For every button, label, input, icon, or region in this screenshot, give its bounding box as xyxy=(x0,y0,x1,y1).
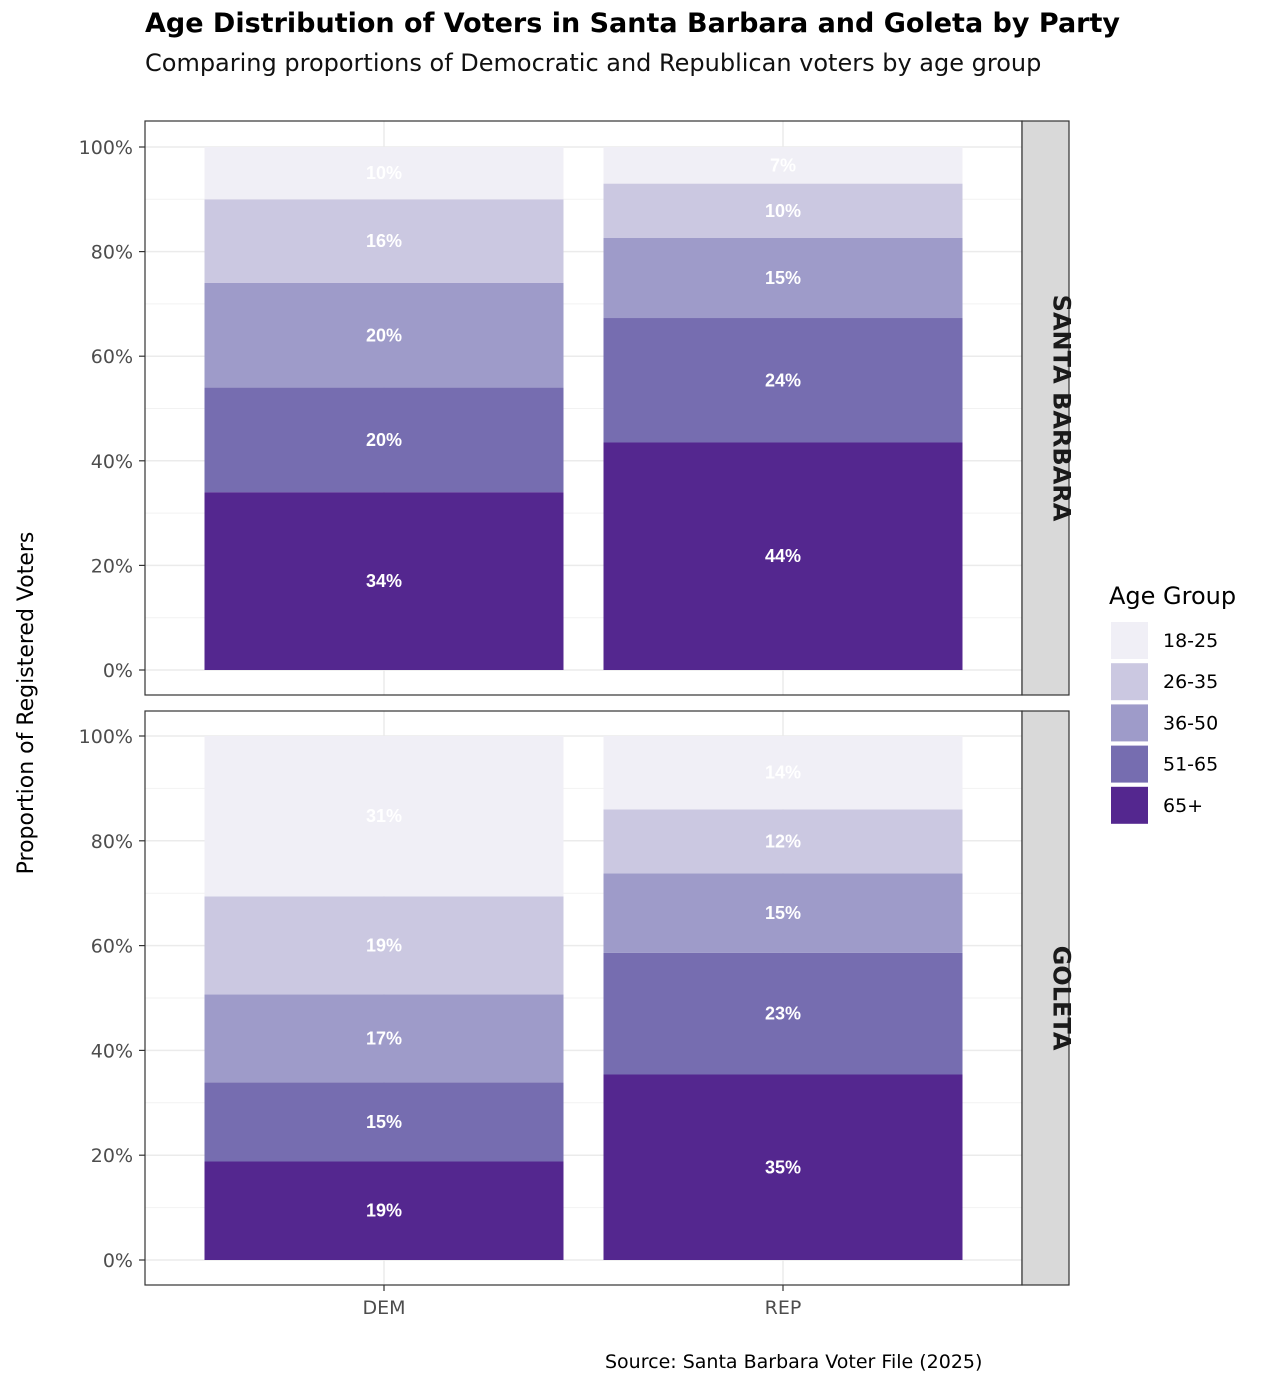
bar-data-label: 35% xyxy=(765,1157,801,1177)
x-tick-label: DEM xyxy=(362,1297,405,1319)
legend-entry: 26-35 xyxy=(1111,663,1218,701)
bar-segment xyxy=(204,492,564,670)
facet-strip-label: SANTA BARBARA xyxy=(1048,295,1076,522)
bar-segment xyxy=(204,199,564,283)
bar-segment xyxy=(204,994,564,1083)
bar-data-label: 10% xyxy=(765,201,801,221)
legend-entry: 36-50 xyxy=(1111,704,1218,742)
y-axis-label: Proportion of Registered Voters xyxy=(14,532,39,875)
y-tick-label: 40% xyxy=(91,1040,133,1062)
legend-entry: 18-25 xyxy=(1111,622,1218,659)
caption: Source: Santa Barbara Voter File (2025) xyxy=(605,1351,983,1373)
panels: 0% 20% 40% 60% 80% 100% 34% 20% 20% 16% 10% 44% 24% 1… xyxy=(79,120,1076,1319)
bar-segment xyxy=(603,736,963,810)
y-tick-label: 0% xyxy=(103,1250,133,1272)
stacked-bar: 44% 24% 15% 10% 7% xyxy=(603,147,963,670)
bar-segment xyxy=(204,147,564,200)
bar-segment xyxy=(204,1161,564,1260)
bar-segment xyxy=(204,1082,564,1162)
y-tick-label: 20% xyxy=(91,1145,133,1167)
bar-data-label: 10% xyxy=(366,163,402,183)
bar-data-label: 19% xyxy=(366,935,402,955)
y-tick-label: 100% xyxy=(79,726,133,748)
faceted-stacked-bar-chart: Proportion of Registered Voters 0% 20% 40%… xyxy=(14,120,1236,1319)
chart-title: Age Distribution of Voters in Santa Barb… xyxy=(145,8,1120,39)
bar-data-label: 24% xyxy=(765,370,801,390)
bar-segment xyxy=(603,183,963,239)
bar-segment xyxy=(603,1074,963,1260)
legend-label: 65+ xyxy=(1163,795,1203,817)
bar-segment xyxy=(603,318,963,443)
bar-segment xyxy=(603,809,963,874)
x-tick-label: REP xyxy=(765,1297,802,1319)
bar-data-label: 20% xyxy=(366,430,402,450)
stacked-bar: 35% 23% 15% 12% 14% xyxy=(603,736,963,1260)
bar-data-label: 15% xyxy=(765,903,801,923)
stacked-bar: 34% 20% 20% 16% 10% xyxy=(204,147,564,670)
bar-segment xyxy=(204,387,564,493)
y-tick-label: 20% xyxy=(91,555,133,577)
bar-data-label: 31% xyxy=(366,806,402,826)
bar-data-label: 44% xyxy=(765,546,801,566)
bar-data-label: 12% xyxy=(765,831,801,851)
facet-strip-label: GOLETA xyxy=(1048,946,1076,1051)
bar-data-label: 15% xyxy=(765,268,801,288)
legend-swatch xyxy=(1111,786,1148,824)
bar-data-label: 23% xyxy=(765,1004,801,1024)
bar-segment xyxy=(603,238,963,319)
y-tick-label: 100% xyxy=(79,137,133,159)
bar-segment xyxy=(603,873,963,953)
bar-segment xyxy=(603,442,963,670)
stacked-bar: 19% 15% 17% 19% 31% xyxy=(204,736,564,1260)
bar-data-label: 20% xyxy=(366,325,402,345)
legend-entry: 51-65 xyxy=(1111,745,1218,783)
legend-label: 26-35 xyxy=(1163,671,1218,693)
bar-segment xyxy=(204,736,564,897)
y-tick-label: 40% xyxy=(91,451,133,473)
facet-panel: 0% 20% 40% 60% 80% 100% 19% 15% 17% 19% 31% 35% 23% 1… xyxy=(79,710,1076,1286)
bar-data-label: 15% xyxy=(366,1112,402,1132)
facet-panel: 0% 20% 40% 60% 80% 100% 34% 20% 20% 16% 10% 44% 24% 1… xyxy=(79,120,1076,696)
bar-data-label: 19% xyxy=(366,1201,402,1221)
bar-segment xyxy=(603,147,963,184)
bar-data-label: 17% xyxy=(366,1028,402,1048)
y-tick-label: 80% xyxy=(91,242,133,264)
bar-segment xyxy=(603,952,963,1075)
y-tick-label: 60% xyxy=(91,936,133,958)
legend-entry: 65+ xyxy=(1111,786,1203,824)
bar-data-label: 14% xyxy=(765,763,801,783)
y-tick-label: 80% xyxy=(91,831,133,853)
y-tick-label: 60% xyxy=(91,346,133,368)
bar-data-label: 7% xyxy=(770,155,796,175)
chart-subtitle: Comparing proportions of Democratic and … xyxy=(145,49,1042,77)
facet-strip xyxy=(1021,710,1070,1286)
legend-label: 36-50 xyxy=(1163,712,1218,734)
bar-data-label: 16% xyxy=(366,231,402,251)
facet-strip xyxy=(1021,120,1070,696)
bar-segment xyxy=(204,282,564,388)
legend-swatch xyxy=(1111,663,1148,701)
legend-swatch xyxy=(1111,745,1148,783)
legend-swatch xyxy=(1111,704,1148,742)
legend-title: Age Group xyxy=(1109,582,1236,610)
legend-label: 51-65 xyxy=(1163,754,1218,776)
legend-swatch xyxy=(1111,622,1148,659)
y-tick-label: 0% xyxy=(103,660,133,682)
bar-data-label: 34% xyxy=(366,571,402,591)
bar-segment xyxy=(204,896,564,995)
legend-label: 18-25 xyxy=(1163,630,1218,652)
legend: Age Group 18-25 26-35 36-50 51-65 65+ xyxy=(1109,582,1236,824)
